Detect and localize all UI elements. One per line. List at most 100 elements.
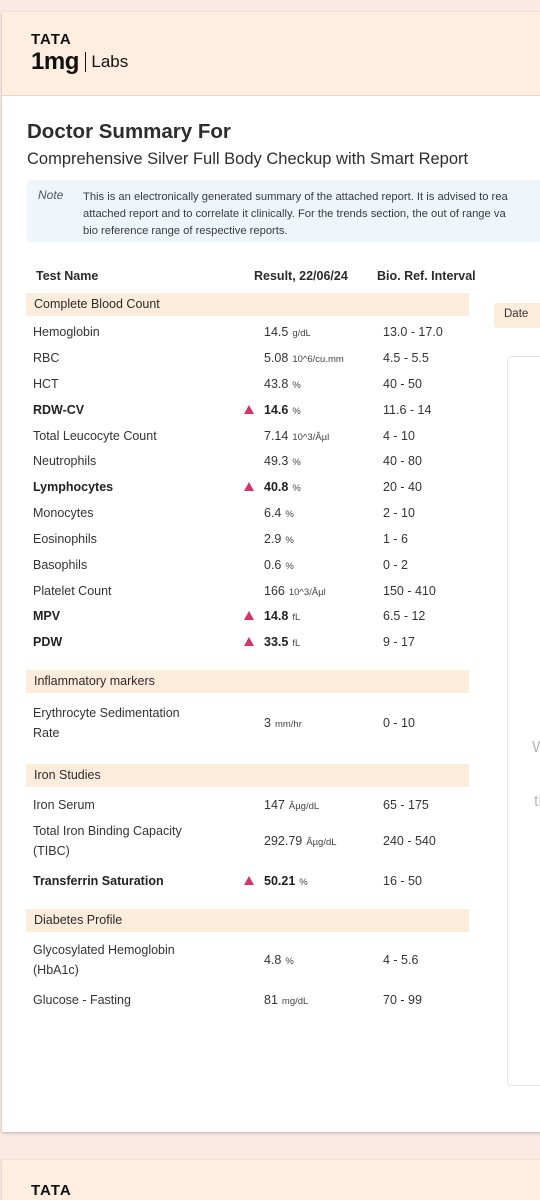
next-page-header: TATA: [2, 1160, 540, 1200]
result-value: 14.5 g/dL: [264, 325, 311, 339]
result-value: 7.14 10^3/Âµl: [264, 429, 329, 443]
test-name: Erythrocyte Sedimentation Rate: [33, 703, 180, 743]
test-row: Neutrophils 49.3% 40 - 80: [2, 451, 540, 471]
result-value: 14.6%: [264, 403, 301, 417]
result-number: 33.5: [264, 634, 289, 649]
trends-text-fragment: tl: [534, 793, 540, 810]
reference-interval: 0 - 2: [383, 557, 409, 572]
note-line: bio reference range of respective report…: [83, 225, 288, 237]
date-tab-label: Date: [504, 308, 529, 320]
test-name-line: Hemoglobin: [33, 325, 100, 339]
test-row: Lymphocytes 40.8% 20 - 40: [2, 477, 540, 497]
test-row: Monocytes 6.4% 2 - 10: [2, 503, 540, 523]
test-name-line: Glucose - Fasting: [33, 993, 131, 1007]
result-unit: fL: [292, 637, 301, 649]
test-name: Eosinophils: [33, 529, 97, 549]
result-value: 5.08 10^6/cu.mm: [264, 351, 344, 365]
result-unit: g/dL: [292, 327, 311, 339]
test-name: MPV: [33, 606, 60, 626]
test-name-line: Eosinophils: [33, 532, 97, 546]
result-value: 40.8%: [264, 480, 301, 494]
reference-interval: 0 - 10: [383, 715, 415, 730]
note-text: This is an electronically generated summ…: [83, 189, 540, 240]
out-of-range-icon: [244, 610, 254, 620]
header-result: Result, 22/06/24: [254, 269, 348, 283]
report-page: TATA 1mg Labs Doctor Summary For Compreh…: [2, 12, 540, 1132]
test-name: Transferrin Saturation: [33, 871, 164, 891]
result-number: 292.79: [264, 833, 303, 848]
out-of-range-icon: [244, 404, 254, 414]
result-unit: %: [292, 379, 301, 391]
reference-interval: 16 - 50: [383, 873, 422, 888]
test-name-line: RBC: [33, 351, 60, 365]
result-number: 5.08: [264, 350, 289, 365]
brand-header: TATA 1mg Labs: [2, 12, 540, 96]
result-number: 147: [264, 797, 285, 812]
test-row: Iron Serum 147 Âµg/dL 65 - 175: [2, 795, 540, 815]
page-subtitle: Comprehensive Silver Full Body Checkup w…: [27, 150, 469, 168]
test-row: PDW 33.5 fL 9 - 17: [2, 632, 540, 652]
result-unit: 10^3/Âµl: [292, 431, 330, 443]
test-name-line: Rate: [33, 726, 60, 740]
result-number: 14.6: [264, 402, 289, 417]
test-row: Basophils 0.6% 0 - 2: [2, 555, 540, 575]
test-name: Total Leucocyte Count: [33, 426, 157, 446]
result-unit: fL: [292, 611, 301, 623]
header-ref-interval: Bio. Ref. Interval: [377, 269, 476, 283]
test-row: RBC 5.08 10^6/cu.mm 4.5 - 5.5: [2, 348, 540, 368]
reference-interval: 4.5 - 5.5: [383, 350, 429, 365]
result-unit: %: [285, 560, 294, 572]
result-value: 2.9%: [264, 532, 294, 546]
test-name: Total Iron Binding Capacity (TIBC): [33, 821, 182, 861]
test-name-line: Platelet Count: [33, 584, 112, 598]
result-number: 40.8: [264, 479, 289, 494]
section-header: Inflammatory markers: [26, 670, 469, 693]
result-number: 7.14: [264, 428, 289, 443]
test-name-line: Erythrocyte Sedimentation: [33, 706, 180, 720]
result-number: 0.6: [264, 557, 282, 572]
result-unit: 10^6/cu.mm: [292, 353, 344, 365]
result-unit: %: [285, 534, 294, 546]
test-row: Glucose - Fasting 81 mg/dL 70 - 99: [2, 990, 540, 1010]
test-name-line: MPV: [33, 609, 61, 623]
section-header: Iron Studies: [26, 764, 469, 787]
test-row: RDW-CV 14.6% 11.6 - 14: [2, 400, 540, 420]
result-unit: Âµg/dL: [288, 800, 320, 812]
header-test-name: Test Name: [36, 269, 99, 283]
test-name: RBC: [33, 348, 59, 368]
result-value: 14.8 fL: [264, 609, 300, 623]
result-unit: %: [292, 405, 301, 417]
reference-interval: 11.6 - 14: [383, 402, 432, 417]
test-name-line: Total Iron Binding Capacity: [33, 824, 182, 838]
result-number: 14.5: [264, 324, 289, 339]
test-name-line: Basophils: [33, 558, 88, 572]
reference-interval: 13.0 - 17.0: [383, 324, 443, 339]
date-tab[interactable]: Date: [494, 303, 540, 328]
result-number: 43.8: [264, 376, 289, 391]
test-row: Eosinophils 2.9% 1 - 6: [2, 529, 540, 549]
result-unit: 10^3/Âµl: [288, 586, 326, 598]
result-unit: Âµg/dL: [306, 836, 337, 848]
result-value: 147 Âµg/dL: [264, 798, 319, 812]
reference-interval: 40 - 80: [383, 453, 422, 468]
result-number: 81: [264, 992, 278, 1007]
reference-interval: 6.5 - 12: [383, 608, 426, 623]
logo-divider: [84, 52, 87, 72]
result-number: 166: [264, 583, 285, 598]
reference-interval: 70 - 99: [383, 992, 422, 1007]
result-unit: %: [292, 456, 301, 468]
result-value: 166 10^3/Âµl: [264, 584, 326, 598]
result-number: 3: [264, 715, 271, 730]
result-unit: %: [292, 482, 301, 494]
trends-card: W tl: [507, 356, 540, 1086]
test-row: HCT 43.8% 40 - 50: [2, 374, 540, 394]
result-number: 50.21: [264, 873, 296, 888]
reference-interval: 150 - 410: [383, 583, 436, 598]
result-number: 14.8: [264, 608, 289, 623]
trends-text-fragment: W: [532, 739, 540, 756]
out-of-range-icon: [244, 875, 254, 885]
test-row: MPV 14.8 fL 6.5 - 12: [2, 606, 540, 626]
test-name: Glycosylated Hemoglobin (HbA1c): [33, 940, 175, 980]
test-row: Erythrocyte Sedimentation Rate 3 mm/hr 0 - 1…: [2, 703, 540, 743]
result-value: 0.6%: [264, 558, 294, 572]
